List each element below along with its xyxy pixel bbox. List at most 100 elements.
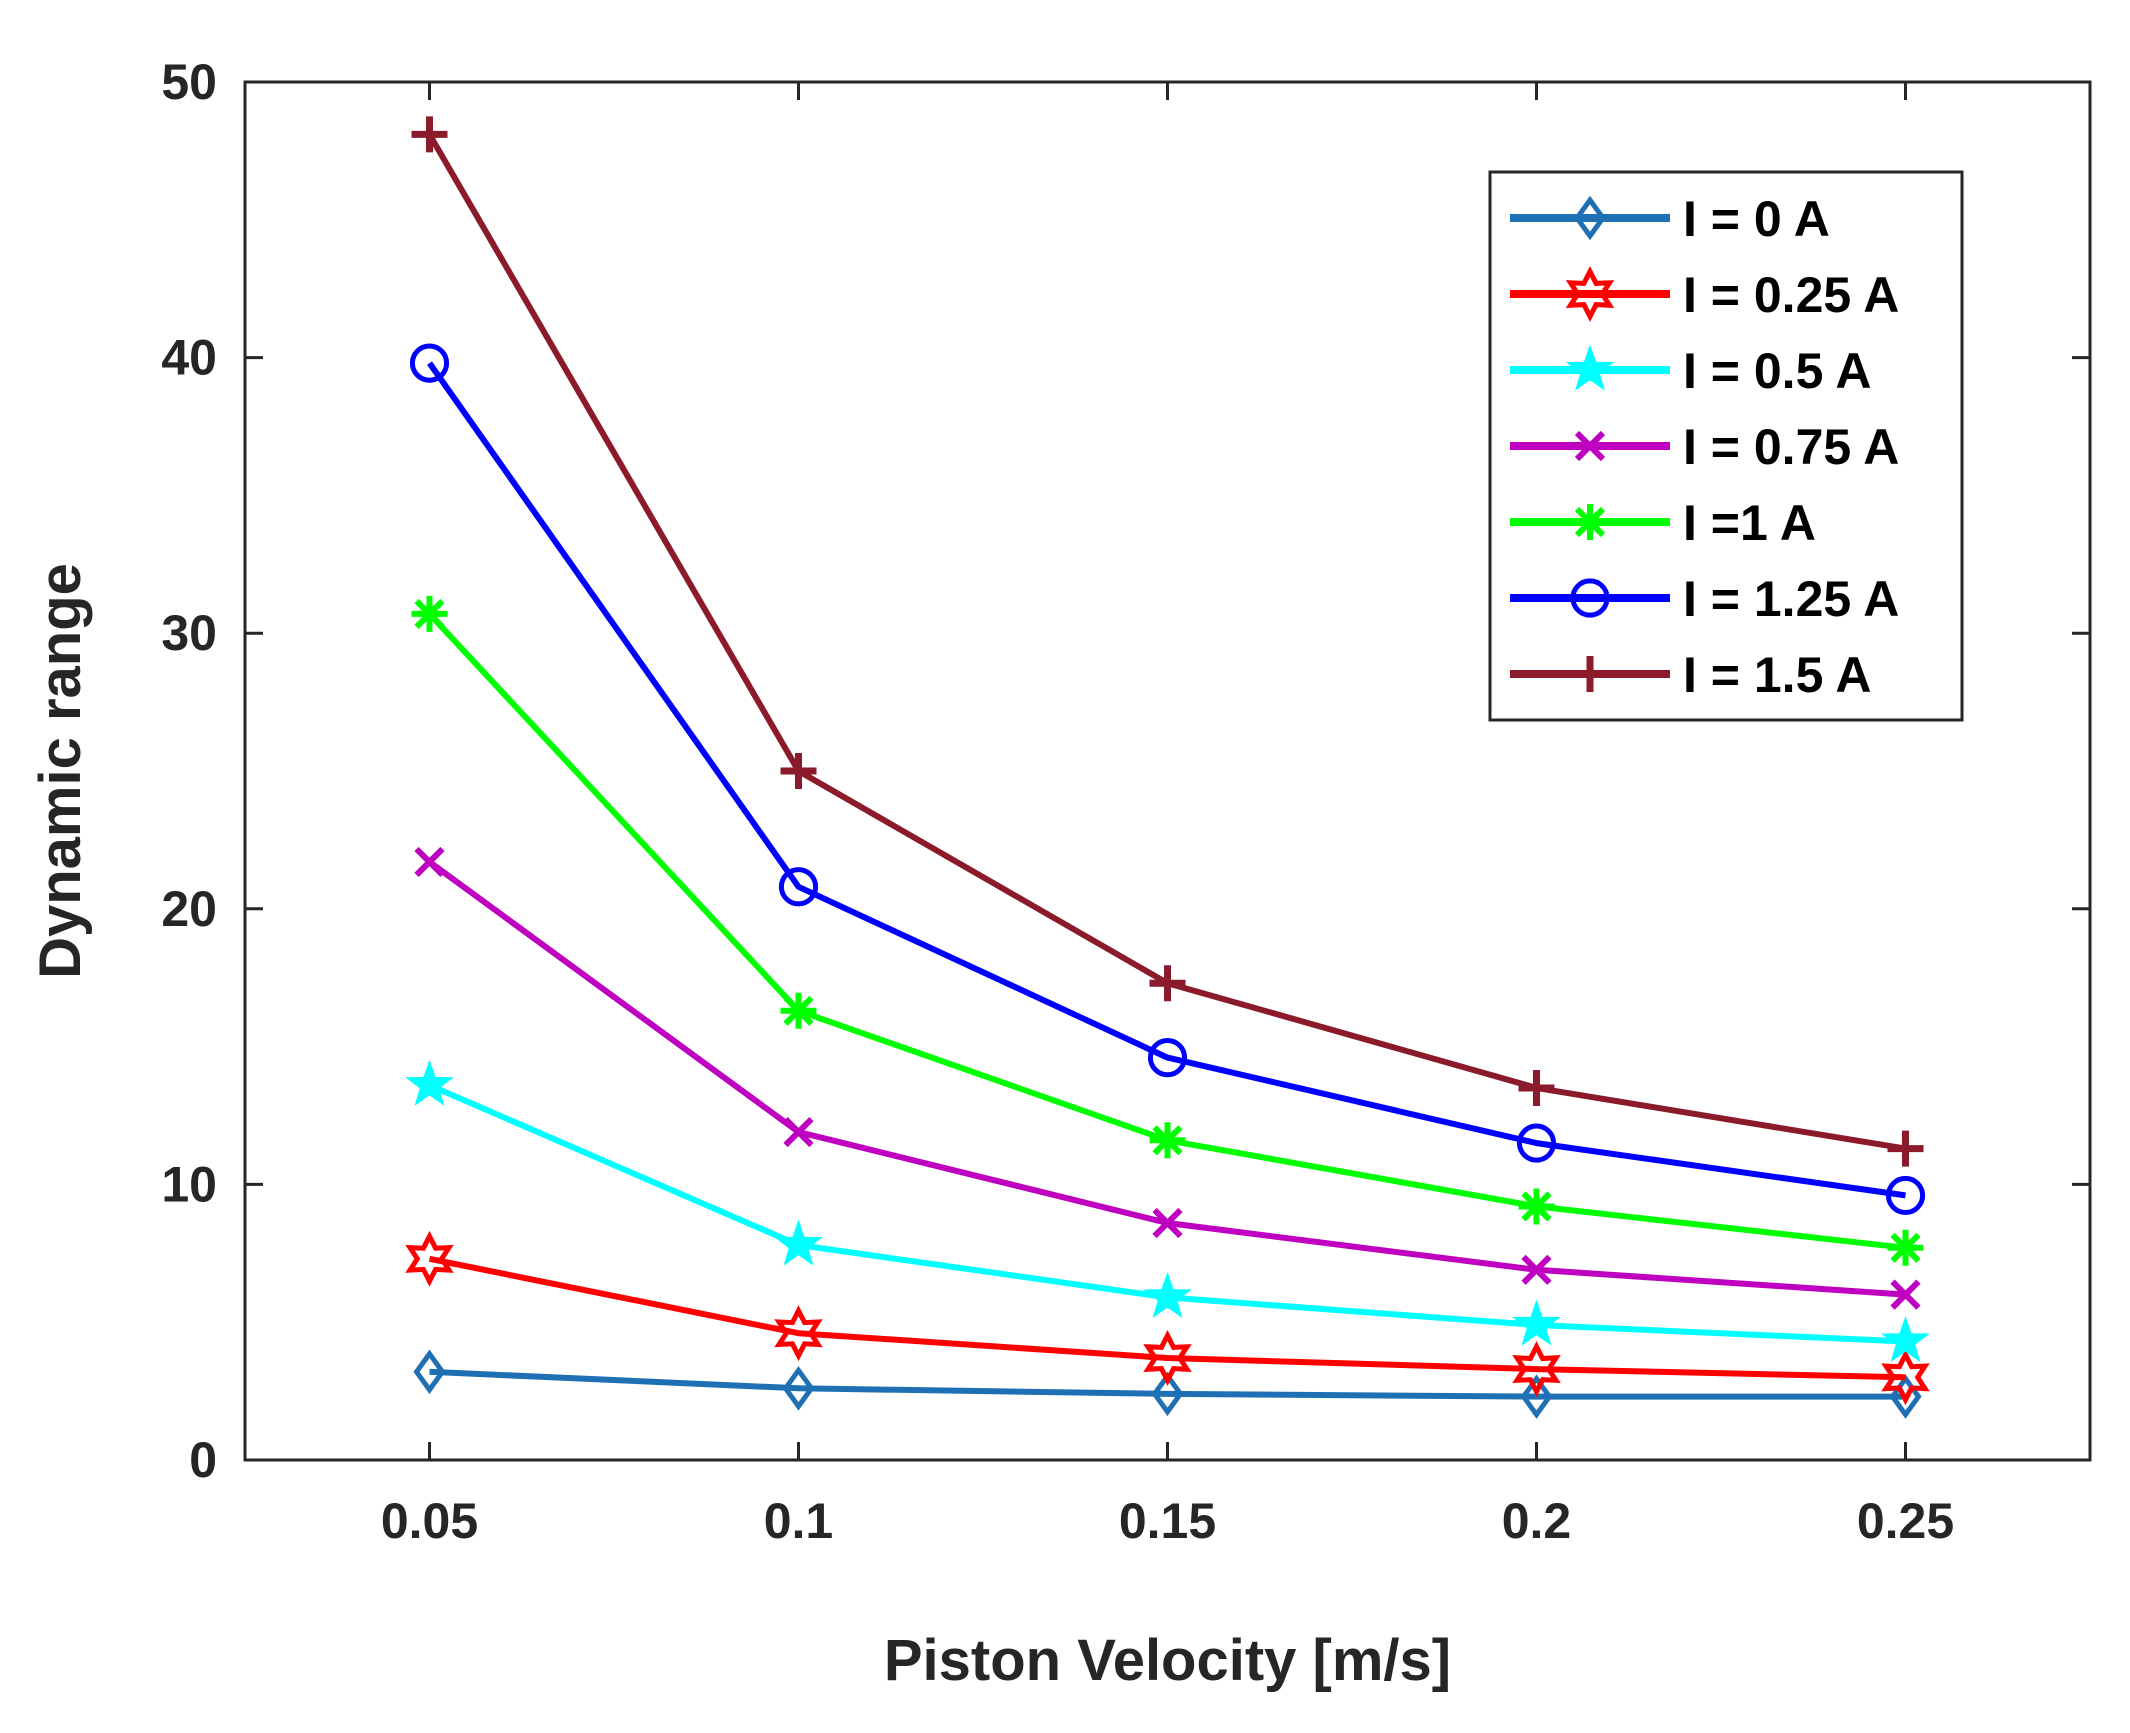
legend-item: I = 0.25 A xyxy=(1510,266,1899,323)
data-point xyxy=(405,1230,454,1287)
marker-diamond xyxy=(1520,1374,1553,1419)
legend-marker xyxy=(1570,578,1610,618)
data-point xyxy=(1885,1175,1926,1216)
marker-x xyxy=(1521,1254,1552,1285)
data-point xyxy=(774,1305,823,1362)
data-point xyxy=(1889,1374,1922,1419)
data-point xyxy=(1516,1123,1557,1163)
x-tick-label: 0.2 xyxy=(1502,1493,1572,1549)
series-layer xyxy=(405,116,1930,1419)
marker-circle xyxy=(1516,1123,1557,1163)
marker-pentagram xyxy=(1512,1299,1561,1346)
legend-marker xyxy=(1573,195,1607,241)
data-point xyxy=(1518,1188,1555,1225)
legend-label: I =1 A xyxy=(1683,495,1816,551)
data-point xyxy=(1149,965,1186,1002)
marker-pentagram xyxy=(1565,344,1615,391)
legend-label: I = 0.25 A xyxy=(1683,267,1899,323)
marker-hexagram xyxy=(1143,1330,1192,1386)
marker-circle xyxy=(1570,578,1610,618)
data-point xyxy=(1881,1315,1930,1363)
data-point xyxy=(1143,1330,1192,1386)
legend-marker xyxy=(1572,504,1608,540)
data-point xyxy=(1887,1130,1924,1167)
marker-asterisk xyxy=(780,992,817,1029)
marker-hexagram xyxy=(405,1230,454,1287)
legend-marker xyxy=(1565,344,1615,391)
marker-diamond xyxy=(413,1349,446,1395)
marker-pentagram xyxy=(774,1219,823,1266)
y-tick-label: 30 xyxy=(161,605,217,661)
legend-item: I = 1.25 A xyxy=(1510,571,1899,627)
data-point xyxy=(1151,1371,1184,1417)
legend-label: I = 0.5 A xyxy=(1683,343,1872,399)
marker-hexagram xyxy=(1512,1341,1561,1398)
series-line xyxy=(427,361,1906,1199)
marker-plus xyxy=(1572,656,1608,692)
series-1 xyxy=(405,1230,1930,1406)
series-2 xyxy=(405,1059,1930,1363)
x-axis-title: Piston Velocity [m/s] xyxy=(884,1628,1451,1693)
data-point xyxy=(409,343,450,383)
legend-item: I = 0.5 A xyxy=(1510,343,1872,399)
marker-plus xyxy=(411,116,448,153)
data-point xyxy=(413,1349,446,1395)
y-tick-label: 0 xyxy=(189,1432,217,1488)
data-point xyxy=(1143,1271,1192,1319)
data-point xyxy=(1149,1122,1186,1159)
legend-item: I = 0.75 A xyxy=(1510,419,1899,475)
data-point xyxy=(774,1219,823,1266)
data-point xyxy=(1147,1038,1188,1078)
data-point xyxy=(1152,1207,1183,1239)
marker-x xyxy=(1890,1279,1921,1310)
legend-label: I = 1.5 A xyxy=(1683,647,1872,703)
series-5 xyxy=(409,343,1926,1216)
marker-plus xyxy=(780,753,817,789)
data-point xyxy=(1881,1349,1930,1406)
series-4 xyxy=(411,595,1924,1266)
x-tick-label: 0.1 xyxy=(764,1493,834,1549)
data-point xyxy=(782,1366,815,1411)
data-point xyxy=(414,846,445,878)
marker-circle xyxy=(778,867,819,907)
marker-asterisk xyxy=(411,595,448,632)
marker-x xyxy=(783,1116,814,1148)
marker-pentagram xyxy=(1143,1271,1192,1319)
marker-diamond xyxy=(1151,1371,1184,1417)
legend-label: I = 0 A xyxy=(1683,191,1830,247)
legend-marker xyxy=(1565,266,1615,322)
marker-plus xyxy=(1887,1130,1924,1167)
y-tick-label: 10 xyxy=(161,1156,217,1212)
legend: I = 0 A I = 0.25 A I = 0.5 A I = 0.75 A I =1… xyxy=(1488,170,1964,722)
marker-pentagram xyxy=(1881,1315,1930,1363)
x-tick-label: 0.25 xyxy=(1857,1493,1954,1549)
data-point xyxy=(1512,1299,1561,1346)
legend-marker xyxy=(1572,656,1608,692)
y-tick-label: 20 xyxy=(161,881,217,937)
legend-item: I =1 A xyxy=(1510,495,1816,551)
x-tick-label: 0.05 xyxy=(381,1493,478,1549)
data-point xyxy=(411,116,448,153)
legend-label: I = 1.25 A xyxy=(1683,571,1899,627)
data-point xyxy=(411,595,448,632)
data-point xyxy=(1520,1374,1553,1419)
marker-plus xyxy=(1518,1069,1555,1106)
series-line xyxy=(429,1368,1906,1400)
marker-hexagram xyxy=(1881,1349,1930,1406)
series-6 xyxy=(411,116,1924,1167)
data-point xyxy=(783,1116,814,1148)
data-point xyxy=(778,867,819,907)
marker-asterisk xyxy=(1149,1122,1186,1159)
marker-diamond xyxy=(782,1366,815,1411)
data-point xyxy=(1887,1229,1924,1266)
series-0 xyxy=(413,1349,1922,1419)
marker-circle xyxy=(409,343,450,383)
marker-asterisk xyxy=(1518,1188,1555,1225)
marker-circle xyxy=(1885,1175,1926,1216)
marker-x xyxy=(1152,1207,1183,1239)
marker-diamond xyxy=(1573,195,1607,241)
data-point xyxy=(1512,1341,1561,1398)
x-ticks: 0.05 0.1 0.15 0.2 0.25 xyxy=(381,82,1954,1549)
legend-marker xyxy=(1574,430,1606,462)
